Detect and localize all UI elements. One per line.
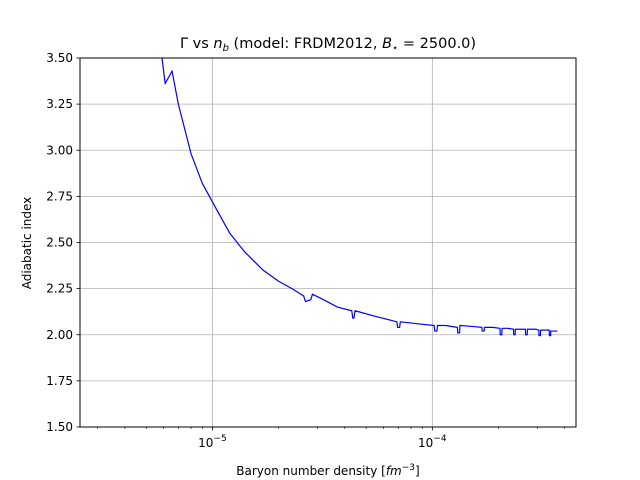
y-tick-label: 1.75	[46, 374, 73, 388]
x-tick-base: 10	[198, 436, 213, 450]
x-tick-label: 10−5	[198, 434, 227, 450]
xlabel-close: ]	[415, 464, 420, 478]
y-tick-label: 2.50	[46, 236, 73, 250]
chart-title: Γ vs nb (model: FRDM2012, B⋆ = 2500.0)	[180, 36, 476, 54]
title-star: ⋆	[392, 43, 398, 54]
title-n: n	[213, 36, 222, 52]
y-tick-label: 2.00	[46, 328, 73, 342]
xlabel-exp: −3	[402, 463, 415, 473]
x-tick-exponent: −5	[213, 434, 226, 444]
x-tick-base: 10	[418, 436, 433, 450]
title-eq: = 2500.0)	[398, 36, 476, 52]
plot-line	[161, 57, 558, 337]
title-vs: vs	[188, 36, 213, 52]
title-gamma: Γ	[180, 36, 188, 52]
ticks: 1.501.752.002.252.502.753.003.253.5010−5…	[46, 51, 566, 450]
y-tick-label: 2.75	[46, 189, 73, 203]
y-tick-label: 3.25	[46, 97, 73, 111]
y-tick-label: 2.25	[46, 282, 73, 296]
x-axis-label: Baryon number density [fm−3]	[236, 463, 419, 478]
title-model: (model: FRDM2012,	[229, 36, 382, 52]
y-axis-label: Adiabatic index	[20, 197, 34, 290]
y-tick-label: 3.00	[46, 143, 73, 157]
xlabel-text: Baryon number density [	[236, 464, 386, 478]
series-line	[161, 57, 558, 337]
title-b: b	[223, 43, 229, 54]
x-tick-exponent: −4	[433, 434, 447, 444]
xlabel-fm: fm	[386, 464, 402, 478]
x-tick-label: 10−4	[418, 434, 447, 450]
y-tick-label: 1.50	[46, 420, 73, 434]
title-B: B	[382, 36, 392, 52]
y-tick-label: 3.50	[46, 51, 73, 65]
